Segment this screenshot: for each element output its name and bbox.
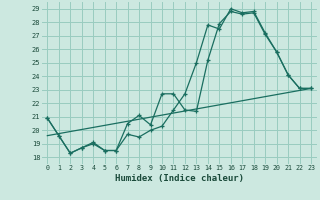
X-axis label: Humidex (Indice chaleur): Humidex (Indice chaleur)	[115, 174, 244, 183]
